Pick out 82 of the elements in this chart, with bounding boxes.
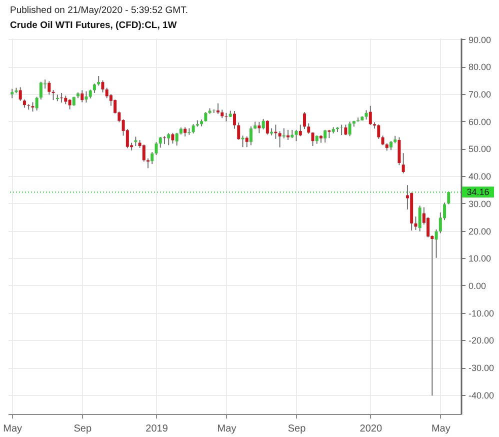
candlestick <box>84 90 88 104</box>
candlestick <box>286 129 290 140</box>
candlestick <box>389 140 392 151</box>
candlestick <box>150 152 154 165</box>
x-tick-label: May <box>3 424 22 434</box>
candlestick <box>175 132 178 146</box>
y-tick-label: 20.00 <box>468 226 492 236</box>
candlestick <box>216 102 220 115</box>
x-tick-label: 2020 <box>360 424 382 434</box>
candlestick <box>233 110 236 130</box>
y-tick-label: 30.00 <box>468 198 492 209</box>
candlestick <box>249 126 252 146</box>
y-tick-label: 40.00 <box>468 172 492 182</box>
candlestick <box>278 130 282 148</box>
candlestick <box>92 83 96 94</box>
y-tick-label: -10.00 <box>468 308 494 318</box>
y-tick-label: -40.00 <box>468 390 494 400</box>
candlestick <box>258 121 261 134</box>
candlestick <box>282 128 286 139</box>
candlestick <box>192 124 195 134</box>
candlestick <box>31 102 34 112</box>
candlestick <box>426 216 430 238</box>
candlestick <box>188 128 191 136</box>
candlestick <box>368 105 372 126</box>
candlestick <box>35 96 38 111</box>
candlestick <box>298 124 302 137</box>
chart-title: Crude Oil WTI Futures, (CFD):CL, 1W <box>10 20 177 31</box>
y-tick-label: 70.00 <box>468 90 492 100</box>
candlestick <box>167 132 170 146</box>
candlestick <box>204 112 208 122</box>
candlestick <box>10 88 14 99</box>
x-tick-label: Sep <box>288 424 306 434</box>
candlestick <box>311 132 314 147</box>
y-tick-label: 90.00 <box>468 34 492 45</box>
y-tick-label: 80.00 <box>468 62 492 72</box>
y-tick-label: 10.00 <box>468 254 492 264</box>
candlestick <box>294 129 298 142</box>
text: Published on 21/May/2020 - 5:39:52 GMT. <box>10 5 188 16</box>
candlestick <box>158 136 162 148</box>
candlestick <box>39 81 42 100</box>
candlestick <box>52 89 55 101</box>
candlestick <box>303 112 306 130</box>
candlestick <box>105 87 108 99</box>
candlestick <box>364 110 368 120</box>
candlestick <box>101 80 104 93</box>
candlestick <box>171 132 174 144</box>
candlestick <box>18 86 22 102</box>
ref-line-label: 34.16 <box>466 187 490 198</box>
candlestick <box>377 124 380 140</box>
candlestick <box>262 118 265 130</box>
candlestick <box>418 205 422 232</box>
candlestick <box>434 228 438 258</box>
candlestick <box>324 129 327 143</box>
y-tick-label: -30.00 <box>468 363 494 374</box>
candlestick <box>237 122 240 140</box>
candlestick <box>146 158 150 169</box>
candlestick <box>245 136 248 148</box>
candlestick <box>154 142 158 156</box>
candlestick <box>402 152 405 174</box>
candlestick <box>142 144 146 162</box>
candlestick <box>447 190 450 205</box>
y-tick-label: 50.00 <box>468 144 492 154</box>
candlestick <box>134 136 138 147</box>
candlestick <box>266 120 269 136</box>
candlestick <box>80 90 84 103</box>
candlestick <box>348 121 352 137</box>
candlestick <box>414 216 418 230</box>
x-tick-label: Sep <box>74 424 92 434</box>
x-tick-label: May <box>431 424 450 434</box>
candlestick <box>48 80 51 96</box>
y-tick-label: 0.00 <box>468 280 486 291</box>
y-tick-label: -20.00 <box>468 336 494 346</box>
candlestick <box>68 98 72 110</box>
candlestick <box>344 124 348 136</box>
x-tick-label: May <box>217 424 236 434</box>
x-tick-label: 2019 <box>146 424 168 434</box>
candlestick <box>381 135 384 146</box>
candlestick <box>184 126 187 137</box>
candlestick <box>97 76 100 86</box>
candlestick <box>398 136 401 166</box>
candlestick <box>307 122 310 134</box>
y-tick-label: 60.00 <box>468 116 492 127</box>
